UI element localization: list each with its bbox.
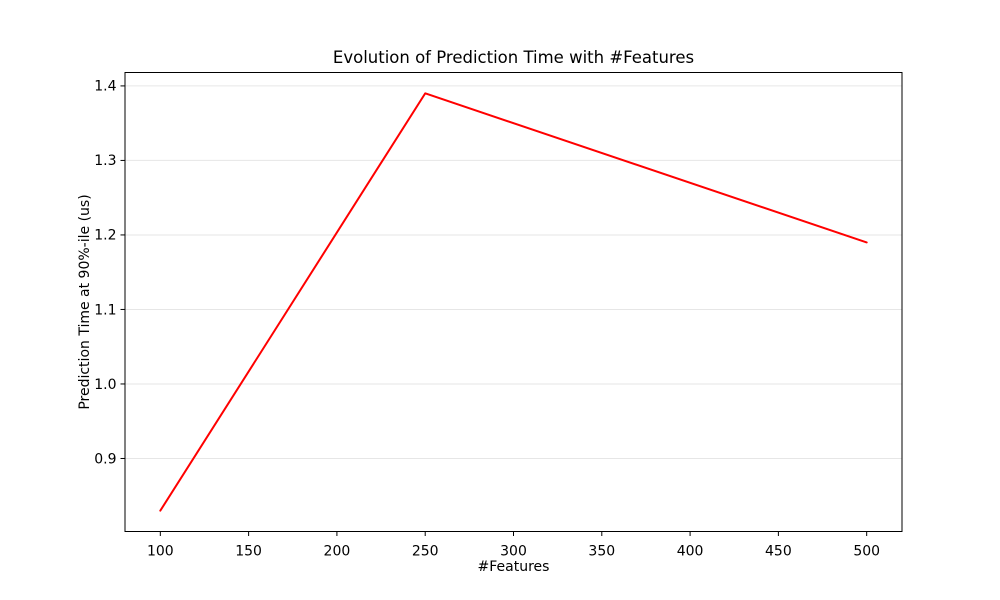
y-tick-label: 1.2 — [94, 228, 116, 244]
x-tick-label: 100 — [147, 544, 174, 560]
x-tick-label: 500 — [853, 544, 880, 560]
chart-title: Evolution of Prediction Time with #Featu… — [333, 48, 694, 67]
y-tick-label: 1.3 — [94, 153, 116, 169]
gridlines — [125, 85, 902, 459]
y-tick-label: 0.9 — [94, 451, 116, 467]
x-tick-label: 450 — [765, 544, 792, 560]
y-tick-label: 1.4 — [94, 79, 116, 95]
plot-border — [124, 72, 903, 532]
x-tick-label: 400 — [677, 544, 704, 560]
x-axis-label: #Features — [478, 559, 550, 575]
data-line-prediction-time-90pct — [159, 92, 868, 512]
x-tick-label: 150 — [235, 544, 262, 560]
x-tick-label: 250 — [412, 544, 439, 560]
y-axis-ticks: 0.9 1.0 1.1 1.2 1.3 1.4 — [94, 79, 125, 467]
y-tick-label: 1.0 — [94, 377, 116, 393]
x-axis-ticks: 100 150 200 250 300 350 400 450 500 — [147, 531, 880, 560]
x-tick-label: 350 — [588, 544, 615, 560]
x-tick-label: 200 — [324, 544, 351, 560]
y-axis-label: Prediction Time at 90%-ile (us) — [77, 194, 93, 409]
y-tick-label: 1.1 — [94, 302, 116, 318]
series — [159, 92, 868, 512]
x-tick-label: 300 — [500, 544, 527, 560]
